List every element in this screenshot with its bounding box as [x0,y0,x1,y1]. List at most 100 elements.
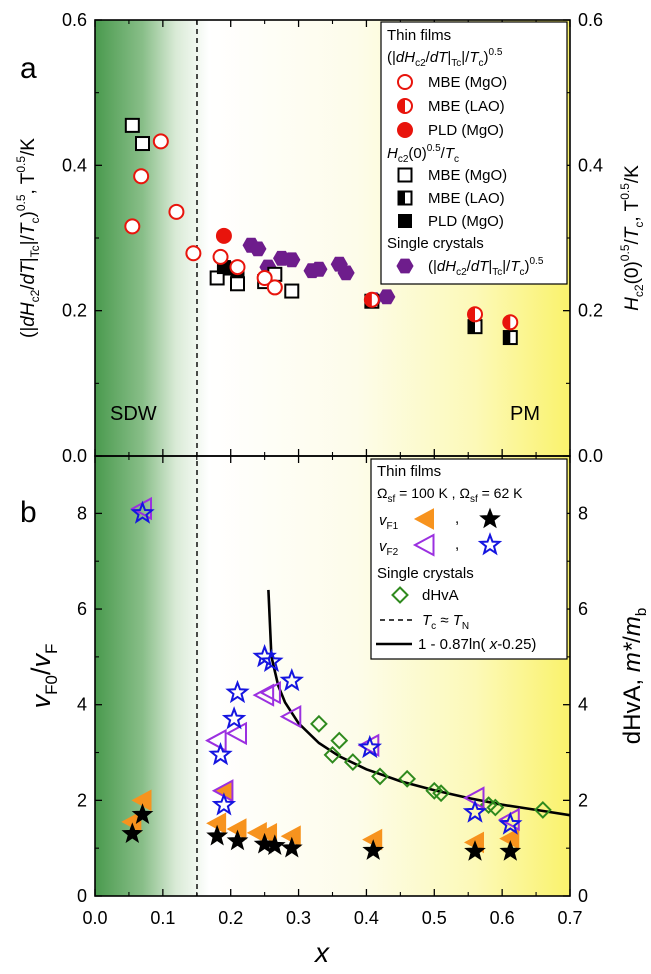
y-tick-label-right: 6 [578,599,588,619]
vf1-62k-point [226,829,249,851]
legend-a-mbe-mgo: MBE (MgO) [428,74,507,91]
legend-a-mbe-mgo-marker [397,74,413,90]
y-tick-label-left: 6 [77,599,87,619]
y-tick-label-left: 0.2 [62,301,87,321]
vf2-62k-point [462,799,488,823]
single-crystal-point [249,241,267,257]
panel-a-right-ylabel: Hc2(0)0.5/Tc, T0.5/K [618,165,646,311]
y-tick-label-right: 2 [578,790,588,810]
mbe-mgo-hc2-point [284,283,300,299]
legend-b-single-crystals: Single crystals [377,565,474,582]
dhva-point [323,745,342,764]
single-crystal-point [283,252,301,268]
x-tick-label: 0.7 [557,908,582,928]
dhva-point [398,769,417,788]
single-crystal-point [337,265,355,281]
vf2-62k-point [279,667,305,692]
vf2-62k-point [225,679,250,704]
panel-b-marks [121,496,552,861]
panel-b-right-ylabel: dHvA, m*/mb [619,608,650,744]
x-tick-label: 0.3 [286,908,311,928]
vf2-100k-point [279,704,302,729]
vf2-62k-point [130,500,155,524]
vf1-62k-point [206,824,229,846]
mbe-mgo-slope-point [168,203,185,220]
mbe-mgo-hc2-point [124,117,140,133]
legend-b-vf2-triangle [412,533,435,557]
panel-a-legend: Thin films (|dHc2/dT|Tc|/Tc)0.5 MBE (MgO… [380,21,568,285]
mbe-mgo-slope-point [266,279,283,296]
legend-b-vf1-comma: , [455,510,459,527]
legend-a-mbe-lao-square-marker-fill [398,191,405,205]
vf1-62k-point [121,822,144,844]
mbe-lao-hc2-point-fill [503,331,511,345]
y-tick-label-left: 0 [77,886,87,906]
panel-b-frame [94,455,571,897]
legend-b-dhva: dHvA [422,587,459,604]
dhva-point [533,800,552,819]
y-tick-label-left: 4 [77,695,87,715]
mbe-lao-slope-point-fill [503,315,511,330]
vf2-62k-point [221,706,247,730]
vf2-100k-point [252,683,275,707]
x-tick-label: 0.5 [422,908,447,928]
vf2-100k-point [205,728,227,753]
legend-a-single-formula: (|dHc2/dT|Tc|/Tc)0.5 [428,256,544,278]
dhva-point [330,731,349,750]
y-tick-label-left: 8 [77,503,87,523]
vf1-62k-point [253,832,276,854]
y-tick-label-right: 0 [578,886,588,906]
legend-b-vf1-star [479,507,501,529]
vf1-62k-point [280,836,303,858]
vf2-62k-point [259,648,284,672]
legend-a-mbe-lao-marker [397,98,413,114]
x-tick-label: 0.0 [82,908,107,928]
legend-b-vf2: vF2 [379,538,399,558]
x-tick-label: 0.2 [218,908,243,928]
legend-b-vf1: vF1 [379,512,399,532]
legend-a-thin-films: Thin films [387,27,451,44]
y-tick-label-right: 0.0 [578,446,603,466]
legend-b-dhva-marker [391,586,409,604]
pm-label: PM [510,403,540,425]
single-crystal-point [310,261,328,277]
axis-ticks: 0.0 0.1 0.2 0.3 0.4 0.5 0.6 0.7 0.0 0.0 0.2 0.2 0.4 0… [62,10,603,928]
legend-b-vf1-triangle [413,508,434,530]
panel-b-label: b [20,496,37,529]
legend-b-vf2-comma: , [455,536,459,553]
x-tick-label: 0.6 [490,908,515,928]
legend-a-pld-mgo-marker [397,122,413,138]
dhva-point [432,784,450,803]
vf1-62k-point [362,839,385,860]
legend-a-mbe-lao-square-marker [397,190,413,206]
vf1-62k-point [131,803,154,824]
legend-a-single-crystals: Single crystals [387,235,484,252]
mbe-lao-hc2-point [502,330,518,346]
x-tick-label: 0.4 [354,908,379,928]
dhva-point [486,798,505,817]
mbe-mgo-slope-point [229,259,246,276]
y-tick-label-right: 0.2 [578,301,603,321]
vf2-62k-point [498,811,523,835]
y-tick-label-left: 0.0 [62,446,87,466]
y-tick-label-left: 0.6 [62,10,87,30]
legend-a-mbe-lao: MBE (LAO) [428,98,505,115]
mbe-mgo-hc2-point [230,276,245,292]
legend-a-mbe-mgo-square-marker [397,167,413,183]
mbe-lao-hc2-point-fill [468,320,475,334]
mbe-lao-slope-point [467,306,483,323]
mbe-mgo-slope-point [256,269,273,286]
dhva-point [310,714,328,733]
y-tick-label-right: 4 [578,695,588,715]
legend-b-tc: Tc ≈ TN [422,612,469,632]
legend-a-mbe-lao-2: MBE (LAO) [428,190,505,207]
dhva-point [371,767,389,786]
y-tick-label-right: 8 [578,503,588,523]
sdw-label: SDW [110,403,157,425]
panel-a-left-ylabel: (|dHc2/dT|Tc|/Tc)0.5, T0.5/K [14,138,42,338]
pld-mgo-slope-point [215,227,232,244]
mbe-mgo-slope-point [124,218,141,235]
legend-a-mbe-mgo-2: MBE (MgO) [428,167,507,184]
vf1-62k-point [464,840,486,861]
